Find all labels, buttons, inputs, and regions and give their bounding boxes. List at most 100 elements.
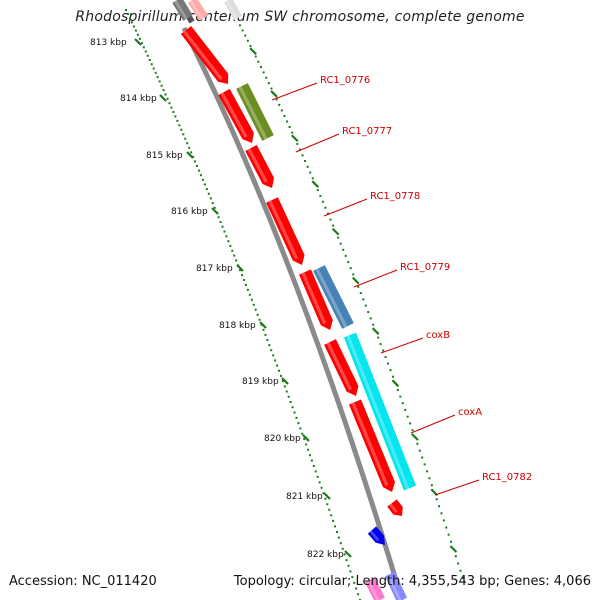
ruler-dot: [235, 259, 238, 262]
ruler-dot: [148, 59, 151, 61]
ruler-dot: [186, 142, 189, 145]
outer-tick: [371, 327, 380, 335]
ruler-dot: [332, 519, 335, 522]
ruler-dot: [223, 230, 226, 233]
ruler-dot: [194, 160, 197, 163]
outer-dot: [316, 189, 319, 192]
ruler-dot: [353, 581, 356, 584]
ruler-dot: [314, 470, 317, 473]
outer-dot: [421, 456, 424, 459]
ruler-dot: [293, 411, 296, 414]
accession-text: Accession: NC_011420: [9, 574, 157, 589]
gene-steelblue: [313, 265, 354, 329]
outer-dot: [265, 76, 268, 79]
ruler-dot: [201, 178, 204, 181]
ruler-dot: [243, 279, 245, 281]
kbp-label: 814 kbp: [120, 94, 157, 104]
outer-dot: [442, 519, 445, 522]
ruler-dot: [170, 106, 173, 109]
kbp-label: 815 kbp: [146, 151, 183, 161]
outer-dot: [411, 429, 414, 432]
ruler-dot: [349, 570, 352, 573]
outer-dot: [249, 44, 252, 47]
ruler-dot: [128, 17, 131, 20]
ruler-dot: [217, 216, 220, 219]
kbp-label: 819 kbp: [242, 377, 279, 387]
outer-dot: [267, 82, 270, 85]
ruler-dot: [144, 50, 147, 53]
gene-cyan: [343, 332, 417, 491]
ruler-dot: [140, 42, 143, 45]
ruler-dot: [289, 401, 292, 403]
ruler-dot: [320, 486, 323, 489]
outer-dot: [311, 177, 314, 180]
ruler-dot: [254, 308, 257, 311]
outer-dot: [238, 24, 241, 27]
gene-label: coxA: [458, 407, 482, 418]
kbp-tick: [159, 94, 167, 102]
outer-dot: [362, 298, 365, 301]
outer-dot: [382, 349, 385, 352]
ruler-dot: [307, 448, 310, 451]
ruler-dot: [324, 497, 327, 500]
ruler-dot: [308, 454, 311, 457]
outer-tick: [270, 90, 278, 98]
ruler-dot: [345, 559, 348, 562]
ruler-dot: [134, 29, 137, 32]
kbp-tick: [323, 492, 331, 500]
outer-dot: [246, 39, 249, 42]
ruler-dot: [164, 93, 167, 96]
ruler-dot: [241, 274, 244, 277]
kbp-tick: [236, 264, 244, 272]
ruler-dot: [154, 71, 157, 74]
ruler-dot: [196, 165, 199, 167]
ruler-dot: [176, 119, 179, 122]
ruler-dot: [297, 422, 300, 425]
ruler-dot: [337, 536, 340, 539]
ruler-dot: [357, 593, 360, 596]
ruler-dot: [136, 33, 139, 36]
ruler-dot: [295, 416, 298, 419]
ruler-dot: [285, 390, 288, 393]
ruler-dot: [250, 298, 253, 301]
kbp-tick: [134, 38, 142, 46]
outer-dot: [347, 261, 350, 264]
kbp-label: 813 kbp: [90, 38, 127, 48]
outer-dot: [447, 533, 450, 536]
ruler-dot: [305, 443, 308, 446]
leader-line: [410, 414, 456, 434]
ruler-dot: [213, 206, 216, 209]
ruler-dot: [322, 492, 325, 495]
gene-red-1: [180, 26, 229, 85]
outer-tick: [290, 134, 299, 143]
gene-top-gray: [172, 0, 193, 21]
outer-dot: [262, 71, 265, 74]
ruler-dot: [328, 508, 331, 511]
ruler-dot: [244, 283, 247, 286]
outer-dot: [332, 224, 335, 227]
ruler-dot: [316, 475, 319, 478]
outer-dot: [379, 343, 382, 346]
ruler-dot: [219, 221, 222, 223]
outer-dot: [259, 66, 262, 69]
ruler-dot: [160, 84, 163, 87]
gene-label: RC1_0777: [342, 126, 392, 137]
ruler-dot: [203, 183, 206, 186]
kbp-tick: [211, 207, 219, 215]
ruler-dot: [326, 503, 329, 506]
leader-line: [271, 82, 318, 101]
outer-dot: [409, 422, 412, 425]
ruler-dot: [162, 89, 165, 92]
gene-bottom-blue: [385, 571, 407, 600]
ruler-dot: [227, 240, 230, 243]
leader-line: [295, 133, 340, 153]
gene-top-pink: [187, 0, 209, 21]
outer-dot: [306, 165, 309, 168]
kbp-tick: [281, 377, 289, 385]
ruler-dot: [233, 254, 236, 257]
ruler-dot: [264, 333, 267, 336]
ruler-dot: [158, 80, 161, 83]
outer-dot: [270, 87, 273, 90]
outer-dot: [254, 55, 257, 58]
ruler-dot: [188, 146, 191, 149]
